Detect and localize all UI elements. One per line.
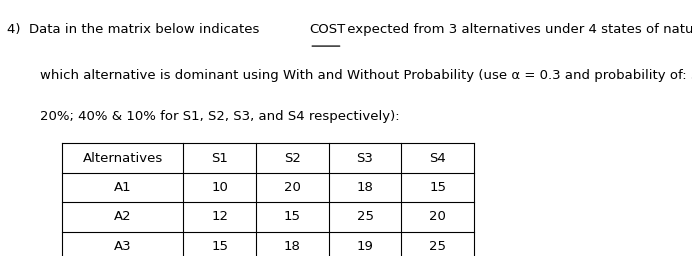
Text: 20: 20 (284, 181, 301, 194)
Text: 18: 18 (284, 240, 301, 253)
Text: 25: 25 (356, 210, 374, 223)
Text: S1: S1 (211, 152, 228, 165)
Text: 15: 15 (284, 210, 301, 223)
Text: 20%; 40% & 10% for S1, S2, S3, and S4 respectively):: 20%; 40% & 10% for S1, S2, S3, and S4 re… (40, 110, 400, 123)
Text: 15: 15 (429, 181, 446, 194)
Text: expected from 3 alternatives under 4 states of nature. Determine: expected from 3 alternatives under 4 sta… (343, 23, 692, 36)
Text: 4)  Data in the matrix below indicates: 4) Data in the matrix below indicates (7, 23, 264, 36)
Text: which alternative is dominant using With and Without Probability (use α = 0.3 an: which alternative is dominant using With… (40, 69, 692, 82)
Text: Alternatives: Alternatives (83, 152, 163, 165)
Text: 25: 25 (429, 240, 446, 253)
Text: S3: S3 (356, 152, 374, 165)
Text: 20: 20 (429, 210, 446, 223)
Text: A1: A1 (114, 181, 131, 194)
Text: 18: 18 (356, 181, 374, 194)
Text: S2: S2 (284, 152, 301, 165)
Text: S4: S4 (429, 152, 446, 165)
Text: 19: 19 (356, 240, 374, 253)
Text: 10: 10 (211, 181, 228, 194)
Text: COST: COST (309, 23, 345, 36)
Text: 12: 12 (211, 210, 228, 223)
Text: 15: 15 (211, 240, 228, 253)
Text: A2: A2 (114, 210, 131, 223)
Text: A3: A3 (114, 240, 131, 253)
